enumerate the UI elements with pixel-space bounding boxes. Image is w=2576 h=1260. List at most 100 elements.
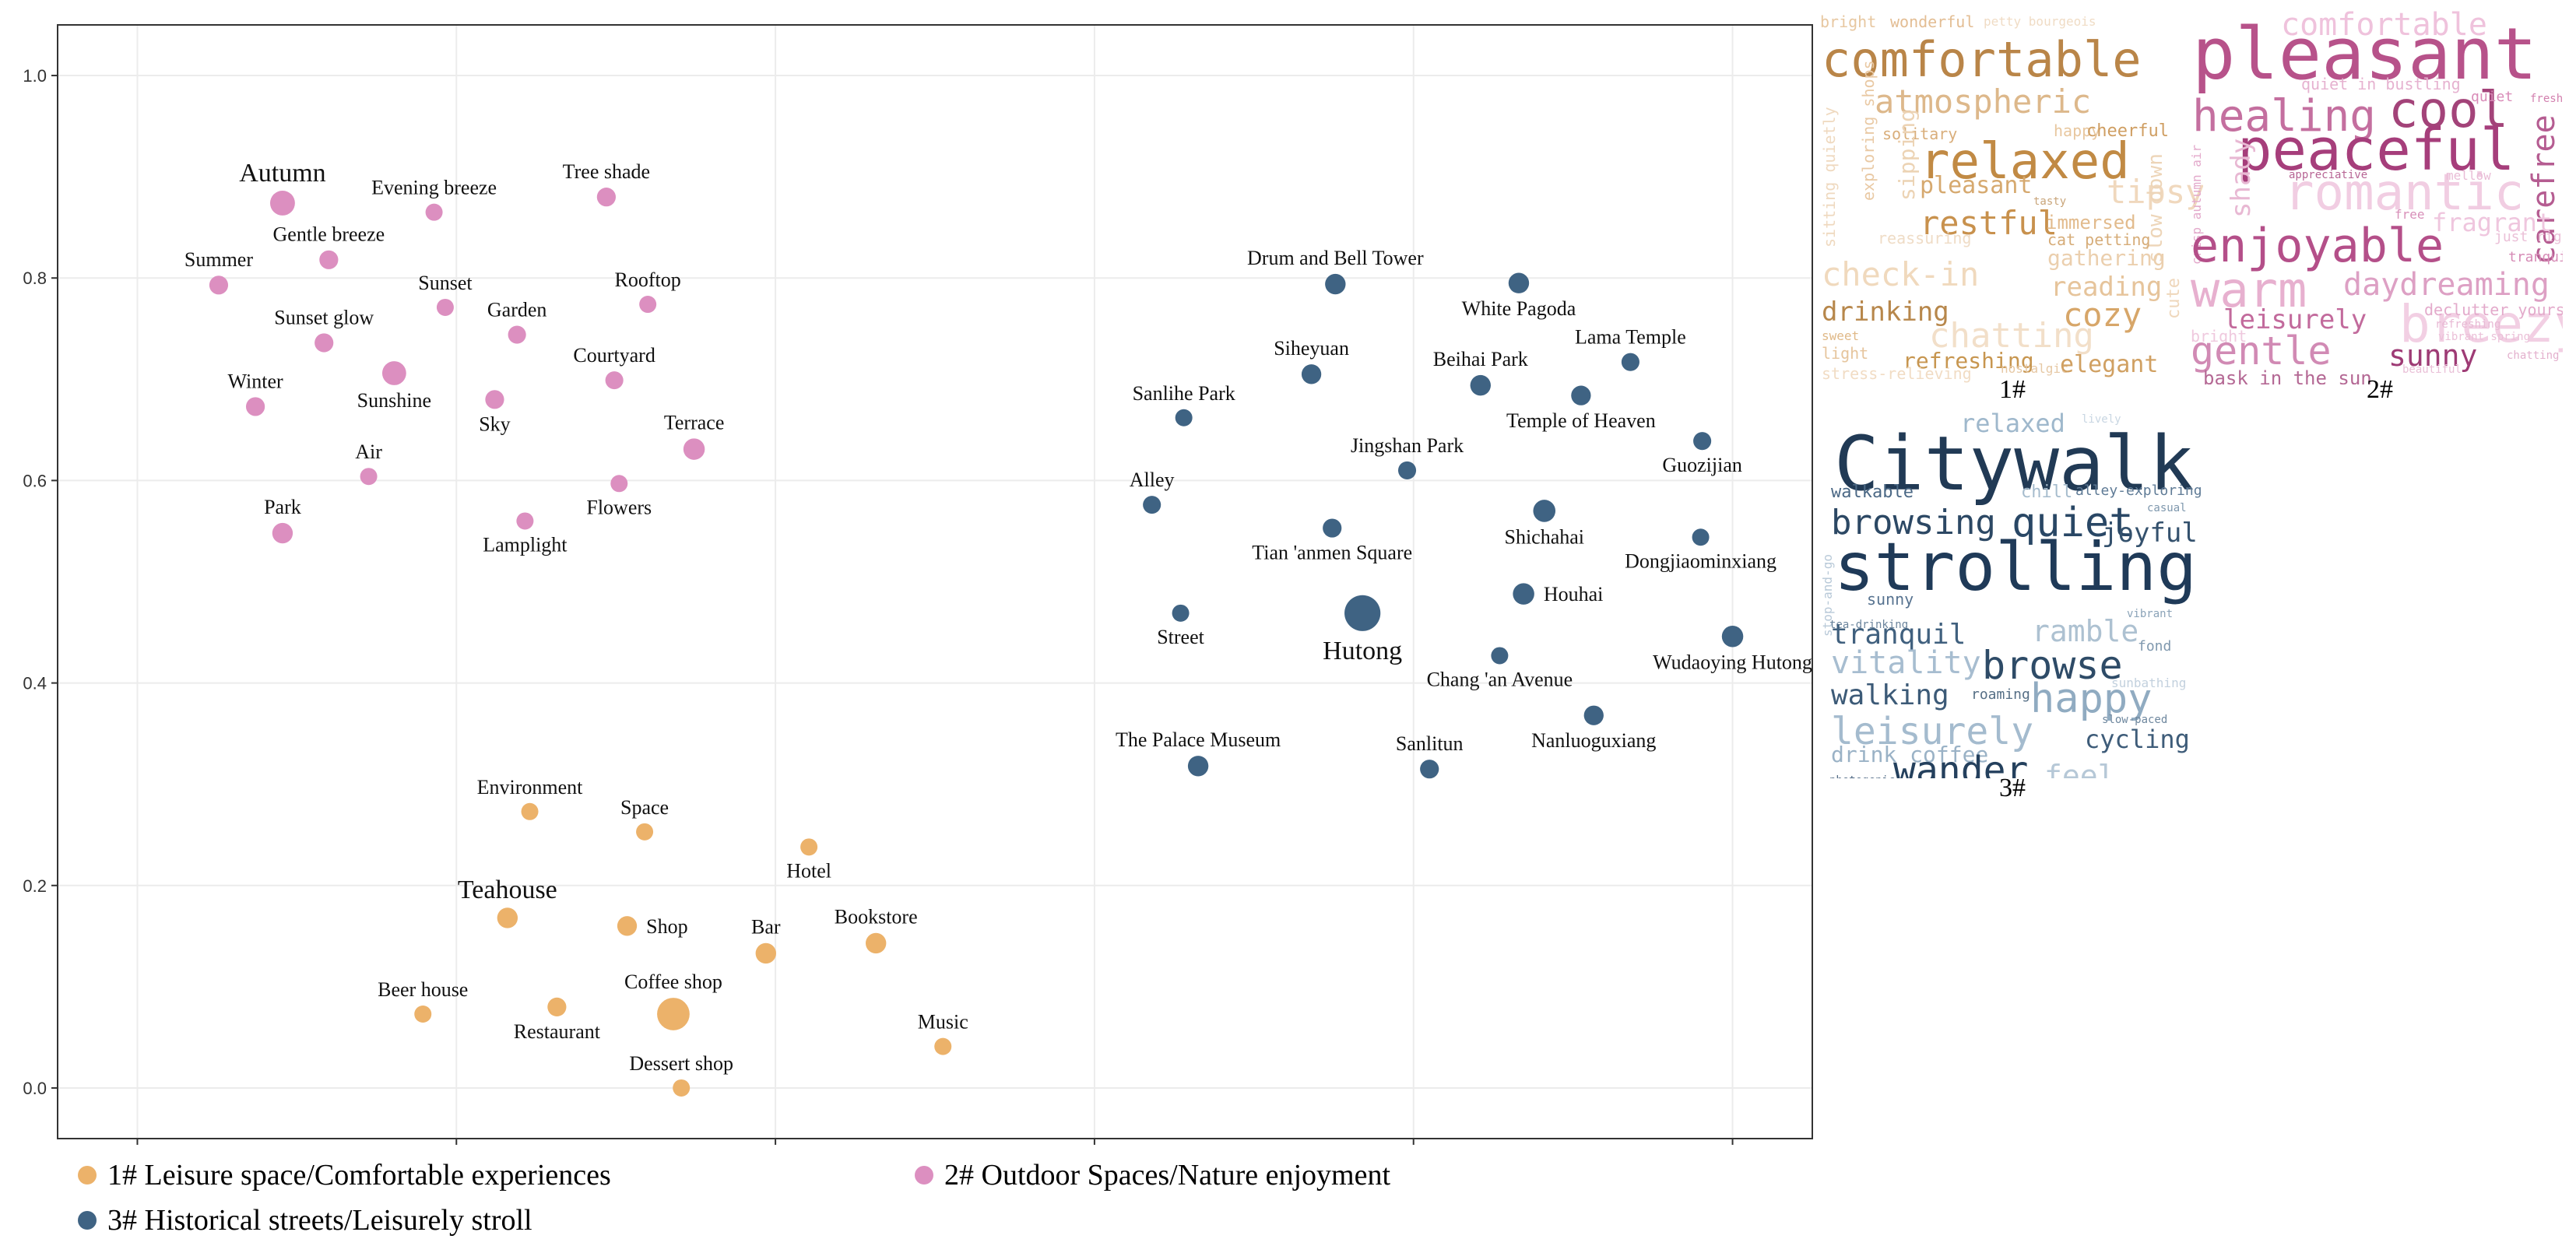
point-label: Hutong <box>1323 637 1402 665</box>
point-label: Shop <box>646 915 687 938</box>
wordcloud-word: fond <box>2138 638 2172 655</box>
point-nanluoguxiang <box>1583 705 1604 725</box>
legend-label-leisure: 1# Leisure space/Comfortable experiences <box>107 1159 611 1192</box>
point-label: Sanlitun <box>1396 732 1464 755</box>
point-label: Tian 'anmen Square <box>1252 542 1412 564</box>
wordcloud-word: tranquil <box>1831 619 1966 651</box>
point-space <box>636 823 654 841</box>
point-shichahai <box>1533 500 1556 522</box>
wordcloud-word: relaxed <box>1960 409 2065 438</box>
wordcloud-word: declutter yourself <box>2424 300 2563 319</box>
wordcloud-word: quiet <box>2471 89 2514 105</box>
wordcloud-word: cheerful <box>2086 121 2169 141</box>
point-rooftop <box>639 296 657 314</box>
point-label: Dongjiaominxiang <box>1625 549 1776 572</box>
point-lama-temple <box>1621 353 1639 371</box>
wordcloud-word: comfortable <box>1822 31 2142 88</box>
point-label: Restaurant <box>514 1020 601 1043</box>
point-terrace <box>683 438 705 460</box>
point-beihai-park <box>1470 374 1491 396</box>
wordcloud-word: joyful <box>2102 518 2198 549</box>
wordcloud-word: sipping <box>1894 108 1920 201</box>
wordcloud-word: cool <box>2388 82 2509 139</box>
wordcloud-word: slow-paced <box>2102 714 2168 726</box>
point-guozijian <box>1693 432 1712 451</box>
point-restaurant <box>547 997 567 1016</box>
wordcloud-word: drink coffee <box>1831 742 1989 767</box>
point-flowers <box>610 475 628 493</box>
wordcloud-word: pleasant <box>1920 172 2033 199</box>
wordcloud-3-caption: 3# <box>1999 774 2026 802</box>
point-label: Summer <box>185 248 253 271</box>
point-label: The Palace Museum <box>1116 728 1281 751</box>
point-environment <box>521 802 539 820</box>
wordcloud-word: bright <box>1820 14 1877 31</box>
point-coffee-shop <box>657 998 690 1030</box>
wordcloud-word: browsing <box>1831 503 1996 542</box>
wordcloud-word: nostalgic <box>2001 361 2068 376</box>
point-winter <box>245 397 265 416</box>
wordcloud-word: vitality <box>1831 645 1981 681</box>
point-evening-breeze <box>425 203 443 221</box>
wordcloud-1-caption: 1# <box>1999 375 2026 404</box>
legend-item-leisure: 1# Leisure space/Comfortable experiences <box>78 1158 611 1192</box>
point-summer <box>209 276 229 295</box>
wordcloud-word: walkable <box>1831 483 1914 502</box>
y-tick-label: 0.6 <box>23 471 47 490</box>
legend-marker-historical <box>78 1211 97 1230</box>
point-label: Flowers <box>586 496 652 518</box>
wordcloud-1: bright wonderful petty bourgeois comfortabl… <box>1820 14 2203 384</box>
wordcloud-word: strolling <box>1834 528 2197 606</box>
point-label: Lama Temple <box>1575 326 1686 349</box>
point-beer-house <box>414 1005 432 1023</box>
point-label: Lamplight <box>483 533 568 556</box>
point-chang-an-avenue <box>1491 647 1509 665</box>
wordcloud-word: beautiful <box>2402 363 2462 376</box>
wordcloud-word: fresh <box>2530 93 2563 105</box>
wordcloud-word: gentle <box>2191 328 2332 374</box>
legend-marker-outdoor <box>915 1166 933 1185</box>
wordcloud-word: sitting quietly <box>1820 107 1839 247</box>
point-label: Alley <box>1130 469 1175 491</box>
y-tick-label: 0.2 <box>23 876 47 896</box>
wordcloud-word: happy <box>2030 676 2153 722</box>
wordcloud-word: cozy <box>2063 296 2142 334</box>
wordcloud-word: vibrant spring <box>2438 331 2531 343</box>
wordcloud-word: happy <box>2054 121 2101 140</box>
wordcloud-2: pleasant comfortable quiet in bustling heal… <box>2189 8 2563 384</box>
point-label: Bar <box>751 916 781 939</box>
wordcloud-word: light <box>1822 344 1869 363</box>
point-label: Air <box>355 440 382 463</box>
point-sanlitun <box>1420 760 1439 779</box>
point-label: Winter <box>228 370 283 392</box>
point-label: Street <box>1157 626 1204 648</box>
wordcloud-word: petty bourgeois <box>1984 14 2096 29</box>
wordcloud-word: immersed <box>2046 212 2136 233</box>
wordcloud-word: vibrant <box>2127 608 2174 620</box>
point-label: Shichahai <box>1504 526 1584 549</box>
point-label: Coffee shop <box>624 970 722 993</box>
point-jingshan-park <box>1397 461 1417 479</box>
wordcloud-word: sunny <box>2388 339 2478 373</box>
x-tick-label: 0.4 <box>764 1151 788 1152</box>
point-label: Tree shade <box>563 160 650 183</box>
point-teahouse <box>497 907 518 928</box>
wordcloud-word: chatting <box>2507 349 2560 362</box>
wordcloud-word: tranquil <box>2508 249 2563 265</box>
wordcloud-word: quiet in bustling <box>2301 75 2461 93</box>
point-label: Sanlihe Park <box>1133 382 1235 405</box>
wordcloud-word: restful <box>1920 204 2058 242</box>
point-label: Space <box>620 796 669 819</box>
wordcloud-word: atmospheric <box>1875 82 2092 121</box>
point-label: Houhai <box>1544 583 1604 605</box>
wordcloud-word: mellow <box>2446 168 2491 183</box>
wordcloud-word: ramble <box>2032 614 2139 648</box>
point-label: Terrace <box>664 411 725 433</box>
point-label: Wudaoying Hutong <box>1653 651 1812 673</box>
point-alley <box>1143 496 1161 514</box>
point-label: Sky <box>479 412 510 435</box>
point-label: Jingshan Park <box>1351 434 1464 457</box>
point-dessert-shop <box>673 1079 691 1097</box>
x-tick-label: 1.0 <box>1720 1151 1745 1152</box>
legend-marker-leisure <box>78 1166 97 1185</box>
